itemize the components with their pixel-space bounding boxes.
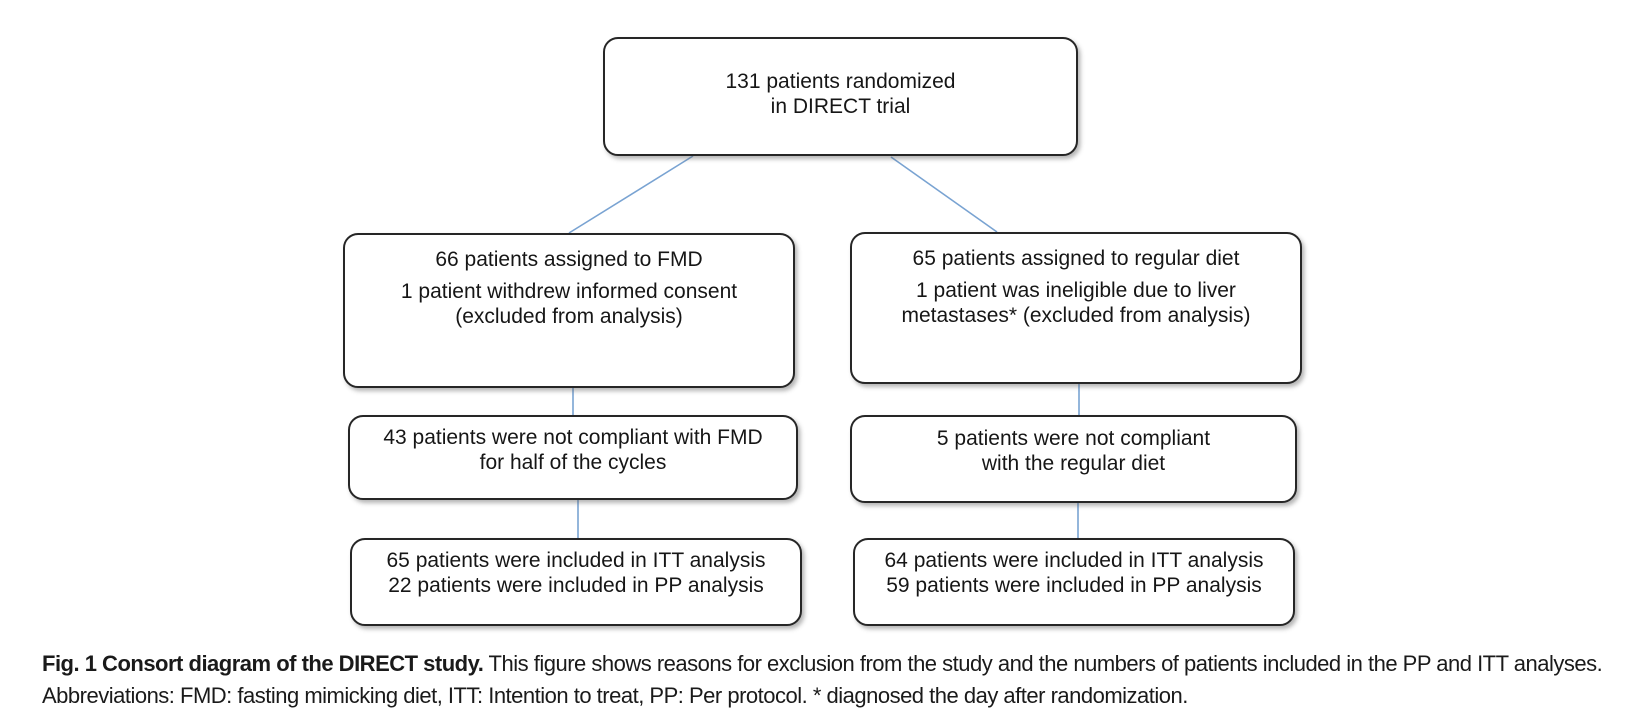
box-regular-analysis: 64 patients were included in ITT analysi… bbox=[853, 538, 1295, 626]
box-randomized: 131 patients randomized in DIRECT trial bbox=[603, 37, 1078, 156]
box-text-line: with the regular diet bbox=[981, 452, 1166, 475]
box-text-line: 43 patients were not compliant with FMD bbox=[383, 425, 763, 449]
box-text-line: 131 patients randomized bbox=[725, 69, 956, 93]
connector-top-to-regular bbox=[890, 156, 998, 233]
box-text-line: 22 patients were included in PP analysis bbox=[388, 574, 764, 597]
connector-top-to-fmd bbox=[568, 155, 694, 234]
figure-caption-text: This figure shows reasons for exclusion … bbox=[42, 651, 1603, 708]
box-text-line: (excluded from analysis) bbox=[455, 305, 683, 328]
box-text-line: in DIRECT trial bbox=[770, 94, 911, 118]
box-text-line: 59 patients were included in PP analysis bbox=[886, 574, 1262, 597]
box-text-line: metastases* (excluded from analysis) bbox=[901, 304, 1251, 327]
box-paragraph: 1 patient was ineligible due to liver me… bbox=[902, 278, 1251, 328]
box-fmd-assigned: 66 patients assigned to FMD 1 patient wi… bbox=[343, 233, 795, 388]
box-text-line: 65 patients were included in ITT analysi… bbox=[386, 549, 766, 572]
box-fmd-noncompliant: 43 patients were not compliant with FMD … bbox=[348, 415, 798, 500]
box-text-line: for half of the cycles bbox=[479, 450, 667, 474]
box-text-line: 1 patient withdrew informed consent bbox=[400, 280, 738, 303]
box-text-line: 1 patient was ineligible due to liver bbox=[916, 279, 1236, 302]
box-text-line: 5 patients were not compliant bbox=[936, 427, 1211, 450]
box-text-line: 64 patients were included in ITT analysi… bbox=[884, 549, 1264, 572]
box-text-line: 66 patients assigned to FMD bbox=[435, 248, 703, 271]
box-text-line: 65 patients assigned to regular diet bbox=[912, 247, 1240, 270]
figure-caption: Fig. 1 Consort diagram of the DIRECT stu… bbox=[42, 648, 1627, 711]
figure-caption-label: Fig. 1 Consort diagram of the DIRECT stu… bbox=[42, 651, 484, 676]
box-paragraph: 1 patient withdrew informed consent (exc… bbox=[401, 279, 737, 329]
box-fmd-analysis: 65 patients were included in ITT analysi… bbox=[350, 538, 802, 626]
box-regular-noncompliant: 5 patients were not compliant with the r… bbox=[850, 415, 1297, 503]
box-regular-assigned: 65 patients assigned to regular diet 1 p… bbox=[850, 232, 1302, 384]
